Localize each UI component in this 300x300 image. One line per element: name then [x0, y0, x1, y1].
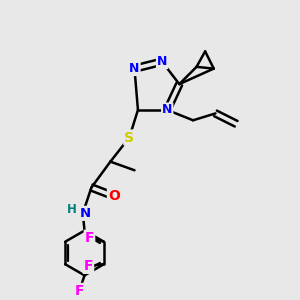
Text: N: N — [80, 207, 91, 220]
Text: F: F — [84, 259, 93, 273]
Text: N: N — [157, 55, 167, 68]
Text: H: H — [67, 203, 77, 216]
Text: N: N — [129, 62, 140, 75]
Text: S: S — [124, 130, 134, 145]
Text: O: O — [108, 189, 120, 203]
Text: N: N — [162, 103, 172, 116]
Text: F: F — [75, 284, 84, 298]
Text: F: F — [85, 231, 94, 244]
